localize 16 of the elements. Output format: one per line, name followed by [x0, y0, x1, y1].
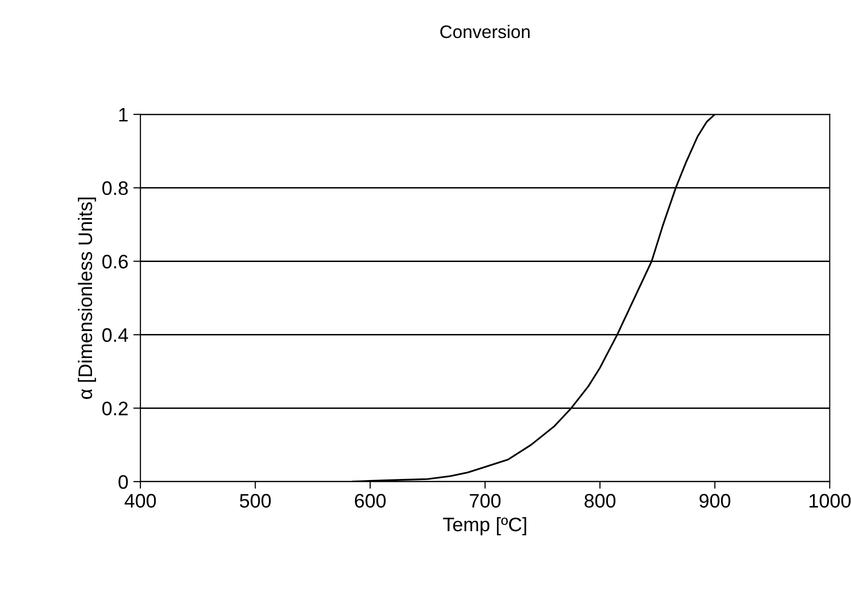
- x-tick-label: 800: [584, 494, 616, 508]
- y-tick-label: 0.8: [102, 181, 128, 196]
- x-tick-label: 500: [240, 494, 271, 508]
- y-tick-label: 0.6: [102, 254, 128, 269]
- y-tick-label: 0.4: [102, 328, 128, 342]
- x-tick-label: 700: [470, 494, 501, 508]
- y-axis-title: α [Dimensionless Units]: [78, 198, 96, 399]
- y-tick-label: 1: [119, 108, 128, 122]
- y-tick-label: 0: [118, 475, 128, 489]
- x-tick-label: 400: [124, 494, 156, 508]
- x-tick-label: 1000: [810, 494, 851, 508]
- chart-title: Conversion: [440, 24, 530, 38]
- x-axis-title: Temp [ºC]: [443, 517, 526, 536]
- y-tick-label: 0.2: [102, 402, 128, 416]
- x-tick-label: 600: [354, 494, 386, 508]
- x-tick-label: 900: [700, 494, 730, 508]
